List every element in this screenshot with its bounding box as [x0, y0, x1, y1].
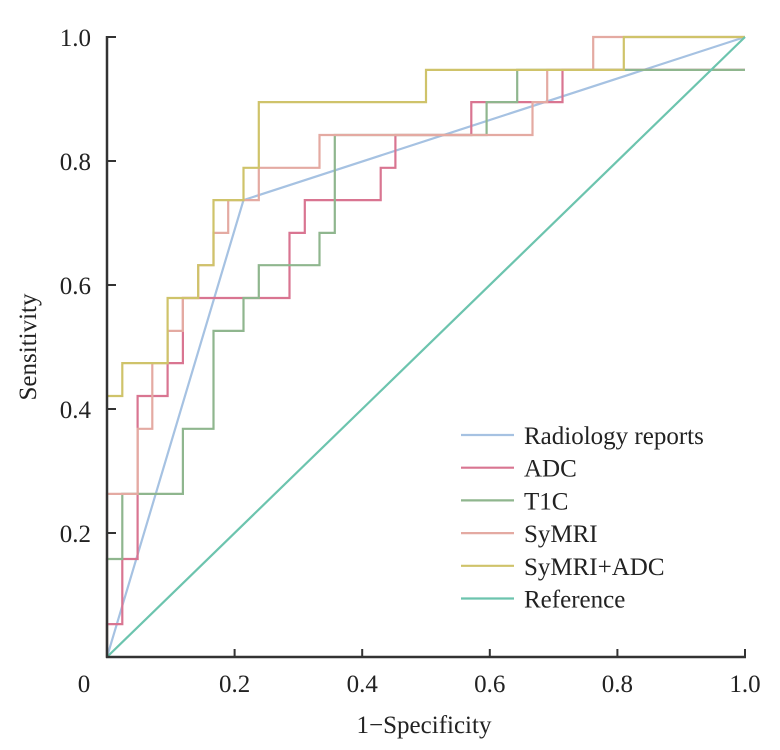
- series-line-t1c: [105, 68, 745, 657]
- x-tick-label: 0.8: [602, 671, 633, 698]
- legend-label: SyMRI: [524, 521, 598, 548]
- x-ticks: 0 0.2 0.4 0.6 0.8 1.0: [78, 649, 761, 698]
- axes: [105, 36, 746, 659]
- legend: Radiology reports ADC T1C SyMRI SyMRI+ADC Ref…: [461, 423, 704, 614]
- legend-label: Reference: [524, 587, 625, 614]
- x-axis-label: 1−Specificity: [357, 712, 492, 739]
- x-tick-label: 1.0: [729, 671, 760, 698]
- x-tick-label: 0: [78, 671, 91, 698]
- y-tick-label: 0.8: [60, 149, 91, 176]
- legend-label: SyMRI+ADC: [524, 554, 665, 581]
- legend-item-t1c: T1C: [461, 488, 568, 515]
- y-tick-label: 1.0: [60, 25, 91, 52]
- y-ticks: 0.2 0.4 0.6 0.8 1.0: [60, 25, 116, 548]
- y-tick-label: 0.6: [60, 273, 91, 300]
- series-line-symri-adc: [107, 35, 745, 398]
- legend-label: Radiology reports: [524, 423, 704, 450]
- series-layer: [105, 35, 746, 658]
- legend-label: ADC: [524, 456, 577, 483]
- series-line-reference: [106, 36, 746, 658]
- legend-item-radiology-reports: Radiology reports: [461, 423, 704, 450]
- y-tick-label: 0.4: [60, 397, 92, 424]
- y-tick-label: 0.2: [60, 521, 91, 548]
- x-tick-label: 0.4: [347, 671, 379, 698]
- legend-item-symri-adc: SyMRI+ADC: [461, 554, 665, 581]
- legend-item-symri: SyMRI: [461, 521, 598, 548]
- x-tick-label: 0.2: [219, 671, 250, 698]
- legend-item-adc: ADC: [461, 456, 577, 483]
- legend-item-reference: Reference: [461, 587, 625, 614]
- y-axis-label: Sensitivity: [15, 293, 42, 400]
- x-tick-label: 0.6: [474, 671, 505, 698]
- legend-label: T1C: [524, 488, 568, 515]
